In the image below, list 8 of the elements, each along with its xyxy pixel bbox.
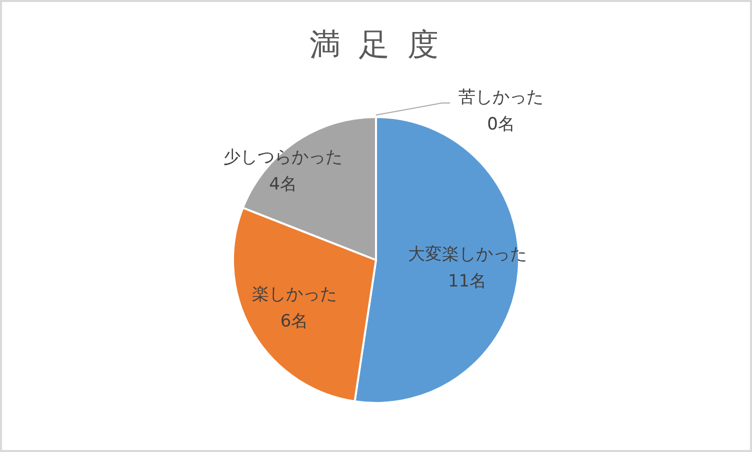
data-label: 4名 [269, 174, 297, 194]
data-label: 6名 [280, 312, 308, 332]
chart-title: 満 足 度 [310, 27, 442, 63]
slice-label: 苦しかった [458, 88, 544, 108]
data-label: 0名 [487, 114, 515, 134]
data-label: 11名 [448, 271, 487, 292]
slice-label: 少しつらかった [224, 148, 342, 168]
slice-label: 楽しかった [252, 284, 337, 305]
